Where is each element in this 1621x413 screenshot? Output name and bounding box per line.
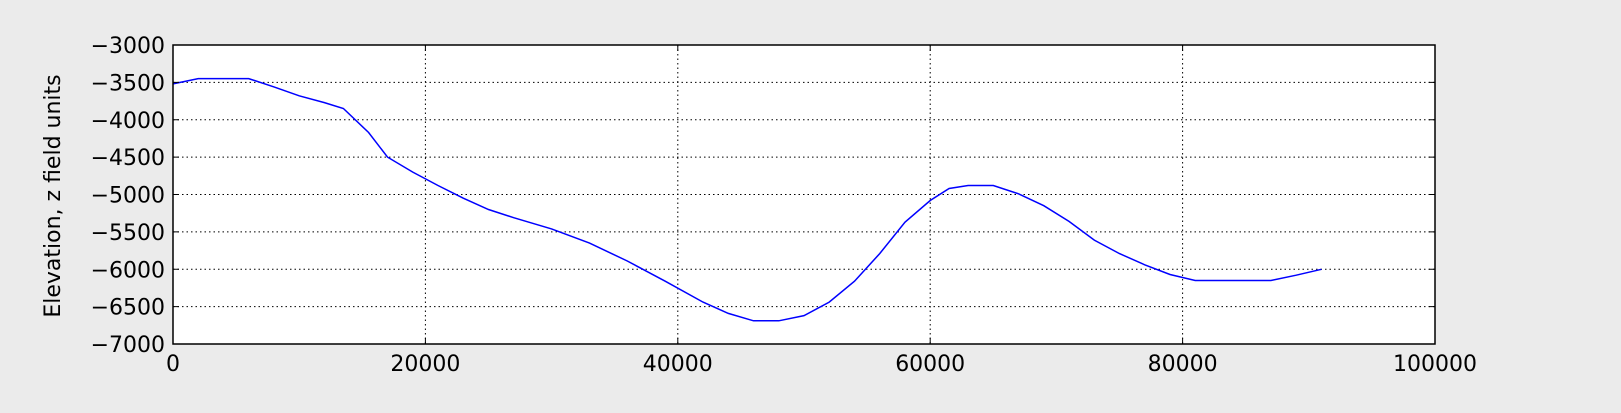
x-tick-label: 80000	[1148, 352, 1218, 377]
y-tick-label: −6500	[91, 296, 165, 321]
y-tick-label: −3000	[91, 34, 165, 59]
y-axis-label: Elevation, z field units	[41, 74, 66, 317]
x-tick-label: 20000	[390, 352, 460, 377]
y-tick-label: −3500	[91, 71, 165, 96]
y-tick-label: −6000	[91, 258, 165, 283]
y-tick-label: −4000	[91, 109, 165, 134]
y-tick-label: −7000	[91, 333, 165, 358]
elevation-series-line	[172, 77, 1322, 322]
grid	[173, 45, 1435, 344]
y-tick-label: −5000	[91, 184, 165, 209]
x-tick-label: 60000	[895, 352, 965, 377]
y-tick-label: −4500	[91, 146, 165, 171]
x-tick-label: 40000	[643, 352, 713, 377]
y-axis: −3000 −3500 −4000 −4500 −5000 −5500 −6000 −6500…	[91, 34, 1435, 358]
x-axis: 0 20000 40000 60000 80000 100000	[166, 45, 1477, 377]
x-tick-label: 100000	[1393, 352, 1477, 377]
y-tick-label: −5500	[91, 221, 165, 246]
x-tick-label: 0	[166, 352, 180, 377]
